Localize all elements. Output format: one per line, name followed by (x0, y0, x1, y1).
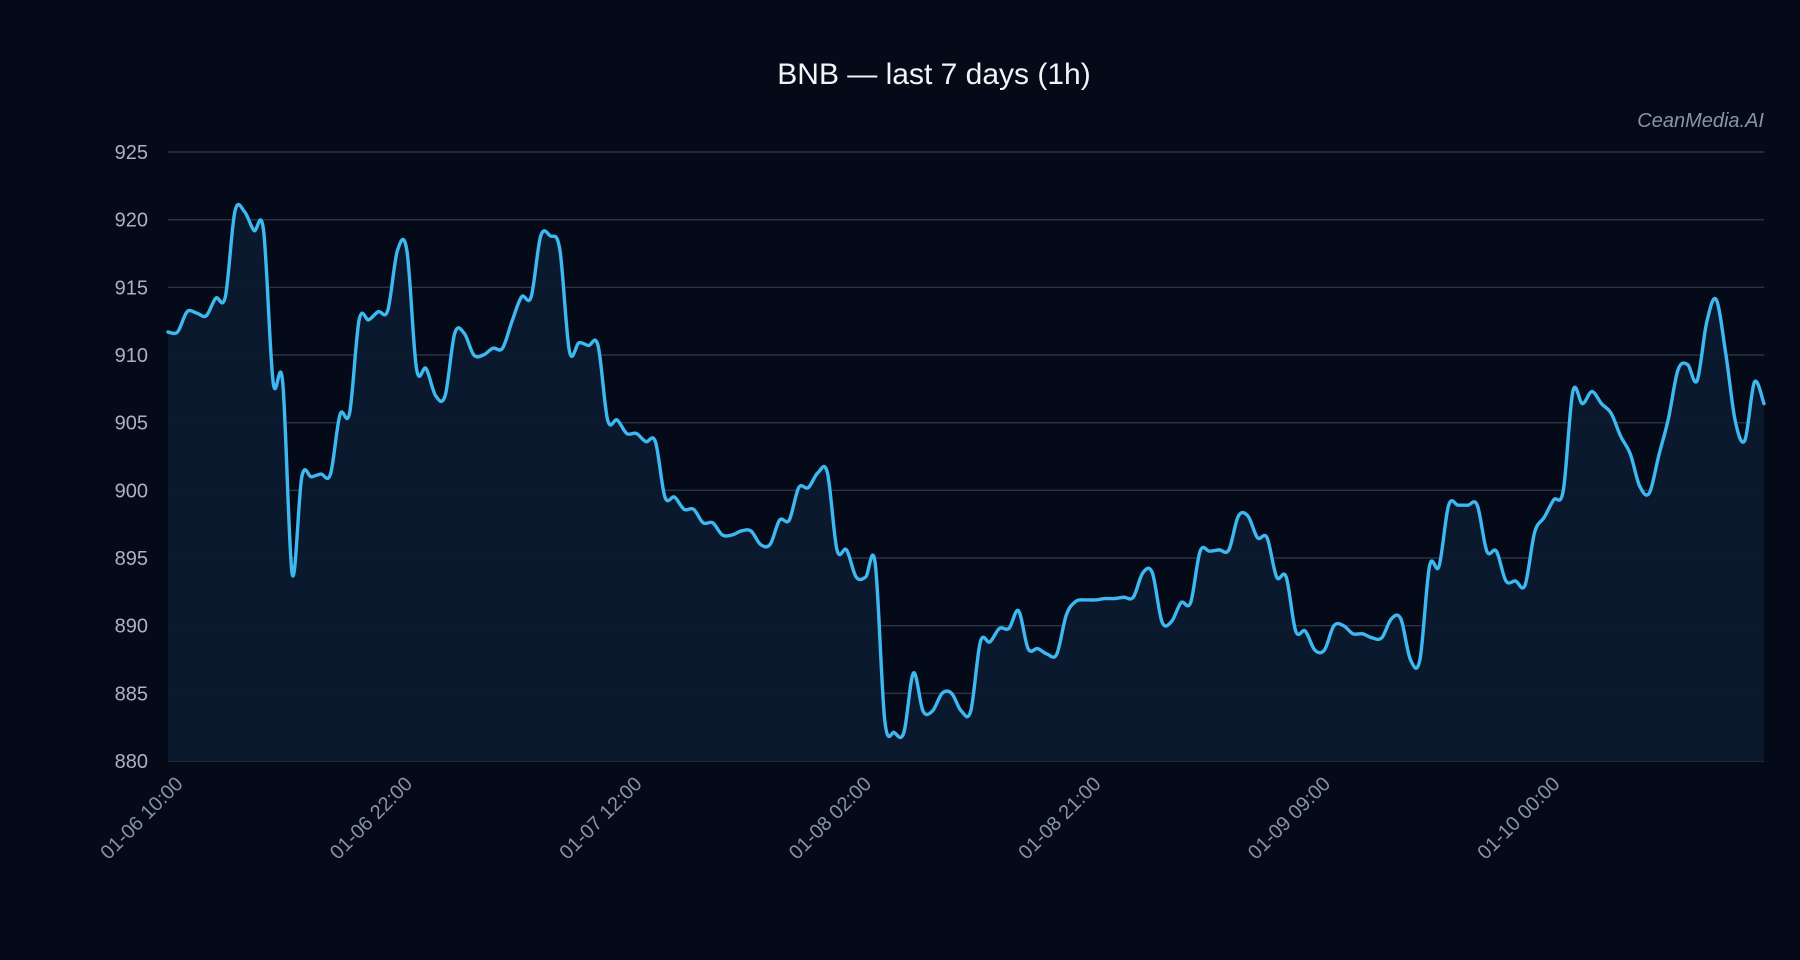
x-tick-label: 01-06 22:00 (326, 773, 417, 864)
x-axis-ticks: 01-06 10:00 01-06 22:00 01-07 12:00 01-08 0… (96, 773, 1564, 864)
x-tick-label: 01-08 02:00 (785, 773, 876, 864)
y-tick-label: 910 (115, 345, 148, 367)
y-tick-label: 890 (115, 616, 148, 638)
y-axis-ticks: 880 885 890 895 900 905 910 915 920 925 (115, 142, 148, 773)
x-tick-label: 01-10 00:00 (1473, 773, 1564, 864)
watermark-text: CeanMedia.AI (1637, 110, 1764, 132)
y-tick-label: 920 (115, 210, 148, 232)
chart-title: BNB — last 7 days (1h) (777, 58, 1090, 91)
y-tick-label: 925 (115, 142, 148, 164)
y-tick-label: 885 (115, 683, 148, 705)
y-tick-label: 905 (115, 413, 148, 435)
price-line (166, 202, 1766, 740)
x-tick-label: 01-09 09:00 (1244, 773, 1335, 864)
y-tick-label: 915 (115, 277, 148, 299)
x-tick-label: 01-07 12:00 (555, 773, 646, 864)
x-tick-label: 01-08 21:00 (1014, 773, 1105, 864)
x-tick-label: 01-06 10:00 (96, 773, 187, 864)
y-tick-label: 895 (115, 548, 148, 570)
y-tick-label: 880 (115, 751, 148, 773)
y-tick-label: 900 (115, 480, 148, 502)
